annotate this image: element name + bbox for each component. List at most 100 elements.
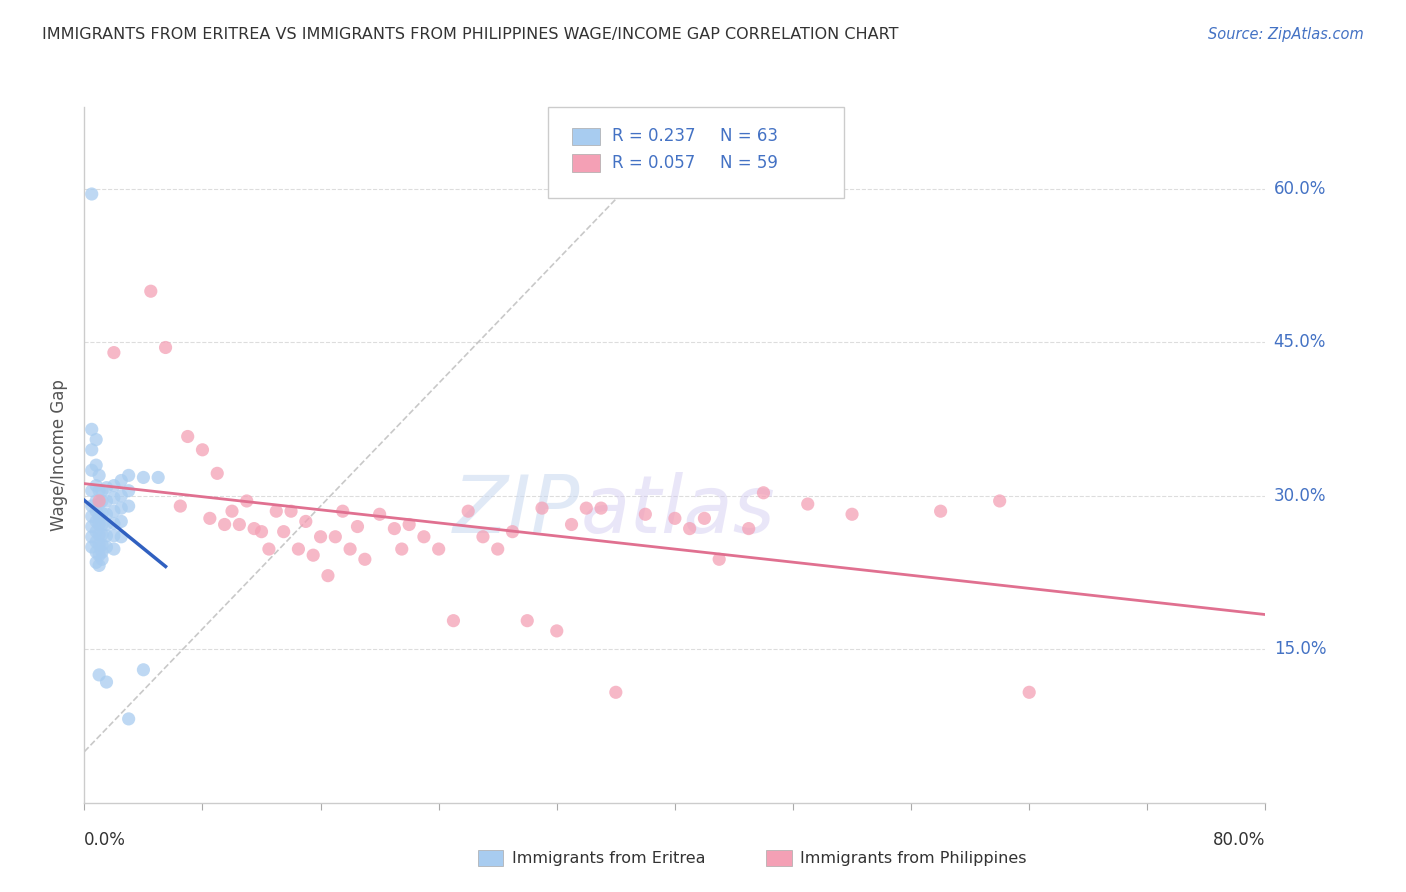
- Point: [91, 538, 114, 552]
- Text: R = 0.237: R = 0.237: [612, 128, 695, 145]
- Point: [84, 545, 107, 559]
- Point: [103, 516, 125, 531]
- Point: [84, 433, 107, 447]
- Point: [323, 530, 347, 544]
- Point: [80, 463, 103, 477]
- Text: 60.0%: 60.0%: [1274, 180, 1326, 198]
- Point: [169, 499, 191, 513]
- Point: [91, 545, 114, 559]
- Point: [413, 530, 436, 544]
- Point: [205, 467, 228, 481]
- Point: [110, 474, 132, 488]
- Text: 80.0%: 80.0%: [1213, 830, 1265, 848]
- Point: [132, 663, 155, 677]
- Point: [235, 494, 259, 508]
- Point: [87, 538, 111, 552]
- Point: [118, 468, 141, 483]
- Text: 30.0%: 30.0%: [1274, 487, 1326, 505]
- Point: [80, 509, 103, 524]
- Point: [87, 668, 111, 682]
- Point: [368, 508, 391, 522]
- Y-axis label: Wage/Income Gap: Wage/Income Gap: [51, 379, 69, 531]
- Point: [103, 529, 125, 543]
- Point: [693, 511, 716, 525]
- Point: [486, 542, 509, 557]
- Point: [87, 517, 111, 532]
- Point: [84, 515, 107, 529]
- Point: [80, 187, 103, 202]
- Text: 45.0%: 45.0%: [1274, 334, 1326, 351]
- Point: [441, 614, 464, 628]
- Point: [80, 483, 103, 498]
- Point: [198, 511, 221, 525]
- Point: [118, 499, 141, 513]
- Point: [382, 522, 406, 536]
- Point: [738, 522, 761, 536]
- Text: N = 59: N = 59: [720, 154, 778, 172]
- Point: [634, 508, 657, 522]
- Point: [457, 504, 479, 518]
- Point: [103, 345, 125, 359]
- Point: [103, 542, 125, 557]
- Point: [87, 468, 111, 483]
- Point: [841, 508, 863, 522]
- Point: [96, 494, 118, 508]
- Point: [516, 614, 538, 628]
- Point: [110, 501, 132, 516]
- Point: [391, 542, 413, 557]
- Point: [96, 517, 118, 532]
- Point: [91, 494, 114, 508]
- Point: [177, 429, 200, 443]
- Point: [287, 542, 309, 557]
- Point: [84, 555, 107, 569]
- Point: [398, 517, 420, 532]
- Point: [988, 494, 1011, 508]
- Point: [80, 519, 103, 533]
- Point: [605, 685, 627, 699]
- Point: [264, 504, 288, 518]
- Point: [96, 481, 118, 495]
- Point: [110, 489, 132, 503]
- Point: [87, 558, 111, 573]
- Point: [591, 501, 613, 516]
- Point: [96, 529, 118, 543]
- Text: Immigrants from Eritrea: Immigrants from Eritrea: [512, 851, 706, 865]
- Point: [664, 511, 686, 525]
- Text: Immigrants from Philippines: Immigrants from Philippines: [800, 851, 1026, 865]
- Text: 15.0%: 15.0%: [1274, 640, 1326, 658]
- Point: [929, 504, 952, 518]
- Point: [80, 422, 103, 436]
- Point: [257, 542, 280, 557]
- Point: [84, 535, 107, 549]
- Text: R = 0.057: R = 0.057: [612, 154, 695, 172]
- Text: 0.0%: 0.0%: [84, 830, 127, 848]
- Point: [87, 509, 111, 524]
- Point: [221, 504, 243, 518]
- Point: [84, 494, 107, 508]
- Point: [87, 548, 111, 562]
- Point: [796, 497, 818, 511]
- Point: [273, 524, 295, 539]
- Text: ZIP: ZIP: [453, 472, 581, 549]
- Point: [87, 527, 111, 541]
- Point: [110, 515, 132, 529]
- Point: [678, 522, 700, 536]
- Point: [118, 483, 141, 498]
- Point: [91, 527, 114, 541]
- Point: [91, 552, 114, 566]
- Point: [96, 508, 118, 522]
- Point: [250, 524, 273, 539]
- Point: [87, 483, 111, 498]
- Point: [302, 548, 325, 562]
- Point: [103, 478, 125, 492]
- Point: [96, 540, 118, 554]
- Point: [80, 530, 103, 544]
- Point: [103, 491, 125, 505]
- Point: [84, 504, 107, 518]
- Point: [80, 442, 103, 457]
- Point: [228, 517, 250, 532]
- Point: [546, 624, 568, 638]
- Text: atlas: atlas: [581, 472, 775, 549]
- Point: [295, 515, 318, 529]
- Point: [91, 483, 114, 498]
